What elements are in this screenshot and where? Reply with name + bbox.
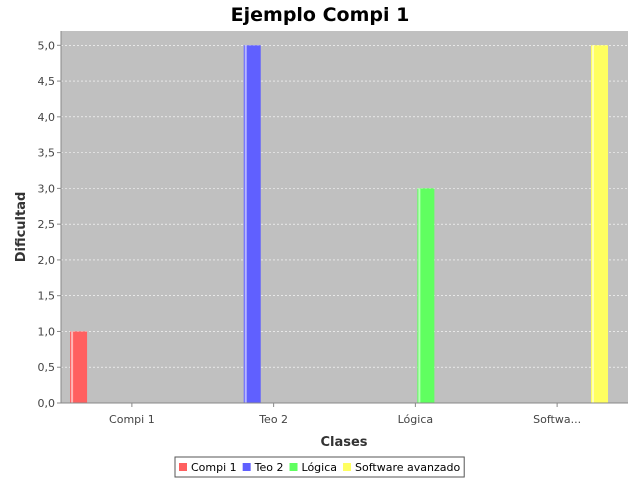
y-tick-label: 5,0 bbox=[38, 39, 56, 52]
legend-label: Lógica bbox=[302, 461, 338, 474]
legend: Compi 1 Teo 2 Lógica Software avanzado bbox=[174, 456, 465, 478]
chart-title: Ejemplo Compi 1 bbox=[231, 4, 410, 26]
axes bbox=[57, 31, 628, 407]
x-tick-label: Compi 1 bbox=[109, 413, 155, 426]
y-axis-label: Dificultad bbox=[14, 192, 29, 263]
legend-swatch bbox=[179, 463, 187, 471]
legend-label: Compi 1 bbox=[191, 461, 237, 474]
x-tick-labels: Compi 1 Teo 2 Lógica Softwa... bbox=[109, 413, 581, 426]
grid-lines bbox=[61, 45, 628, 368]
y-tick-label: 1,0 bbox=[38, 325, 56, 338]
bar-software-avanzado bbox=[591, 45, 609, 404]
y-tick-label: 2,0 bbox=[38, 254, 56, 267]
legend-item: Teo 2 bbox=[242, 461, 284, 474]
legend-swatch bbox=[242, 463, 251, 471]
y-tick-label: 4,5 bbox=[38, 75, 56, 88]
x-tick-label: Teo 2 bbox=[258, 413, 288, 426]
bar-l-gica bbox=[417, 188, 435, 403]
bar-highlight bbox=[418, 188, 421, 403]
y-tick-label: 3,5 bbox=[38, 147, 56, 160]
bar-highlight bbox=[592, 45, 595, 404]
x-axis-label: Clases bbox=[320, 435, 367, 450]
y-tick-label: 4,0 bbox=[38, 111, 56, 124]
bar-fill bbox=[417, 188, 435, 403]
legend-swatch bbox=[343, 463, 352, 471]
x-tick-label: Lógica bbox=[398, 413, 434, 426]
y-tick-labels: 0,0 0,5 1,0 1,5 2,0 2,5 3,0 3,5 4,0 4,5 5,0 bbox=[38, 39, 56, 410]
x-tick-label: Softwa... bbox=[533, 413, 581, 426]
legend-item: Compi 1 bbox=[179, 461, 237, 474]
bar-highlight bbox=[244, 45, 247, 404]
y-tick-label: 3,0 bbox=[38, 182, 56, 195]
plot-area bbox=[61, 31, 628, 403]
bar-fill bbox=[591, 45, 609, 404]
y-tick-label: 2,5 bbox=[38, 218, 56, 231]
legend-item: Lógica bbox=[289, 461, 338, 474]
legend-swatch bbox=[289, 463, 298, 471]
legend-item: Software avanzado bbox=[343, 461, 460, 474]
legend-label: Software avanzado bbox=[355, 461, 460, 474]
legend-box bbox=[174, 456, 465, 478]
y-tick-label: 0,0 bbox=[38, 397, 56, 410]
bars bbox=[70, 45, 609, 404]
bar-fill bbox=[243, 45, 261, 404]
legend-label: Teo 2 bbox=[254, 461, 284, 474]
bar-fill bbox=[70, 331, 88, 403]
y-tick-label: 1,5 bbox=[38, 290, 56, 303]
y-tick-label: 0,5 bbox=[38, 361, 56, 374]
bar-highlight bbox=[71, 331, 74, 403]
bar-teo-2 bbox=[243, 45, 261, 404]
bar-compi-1 bbox=[70, 331, 88, 403]
